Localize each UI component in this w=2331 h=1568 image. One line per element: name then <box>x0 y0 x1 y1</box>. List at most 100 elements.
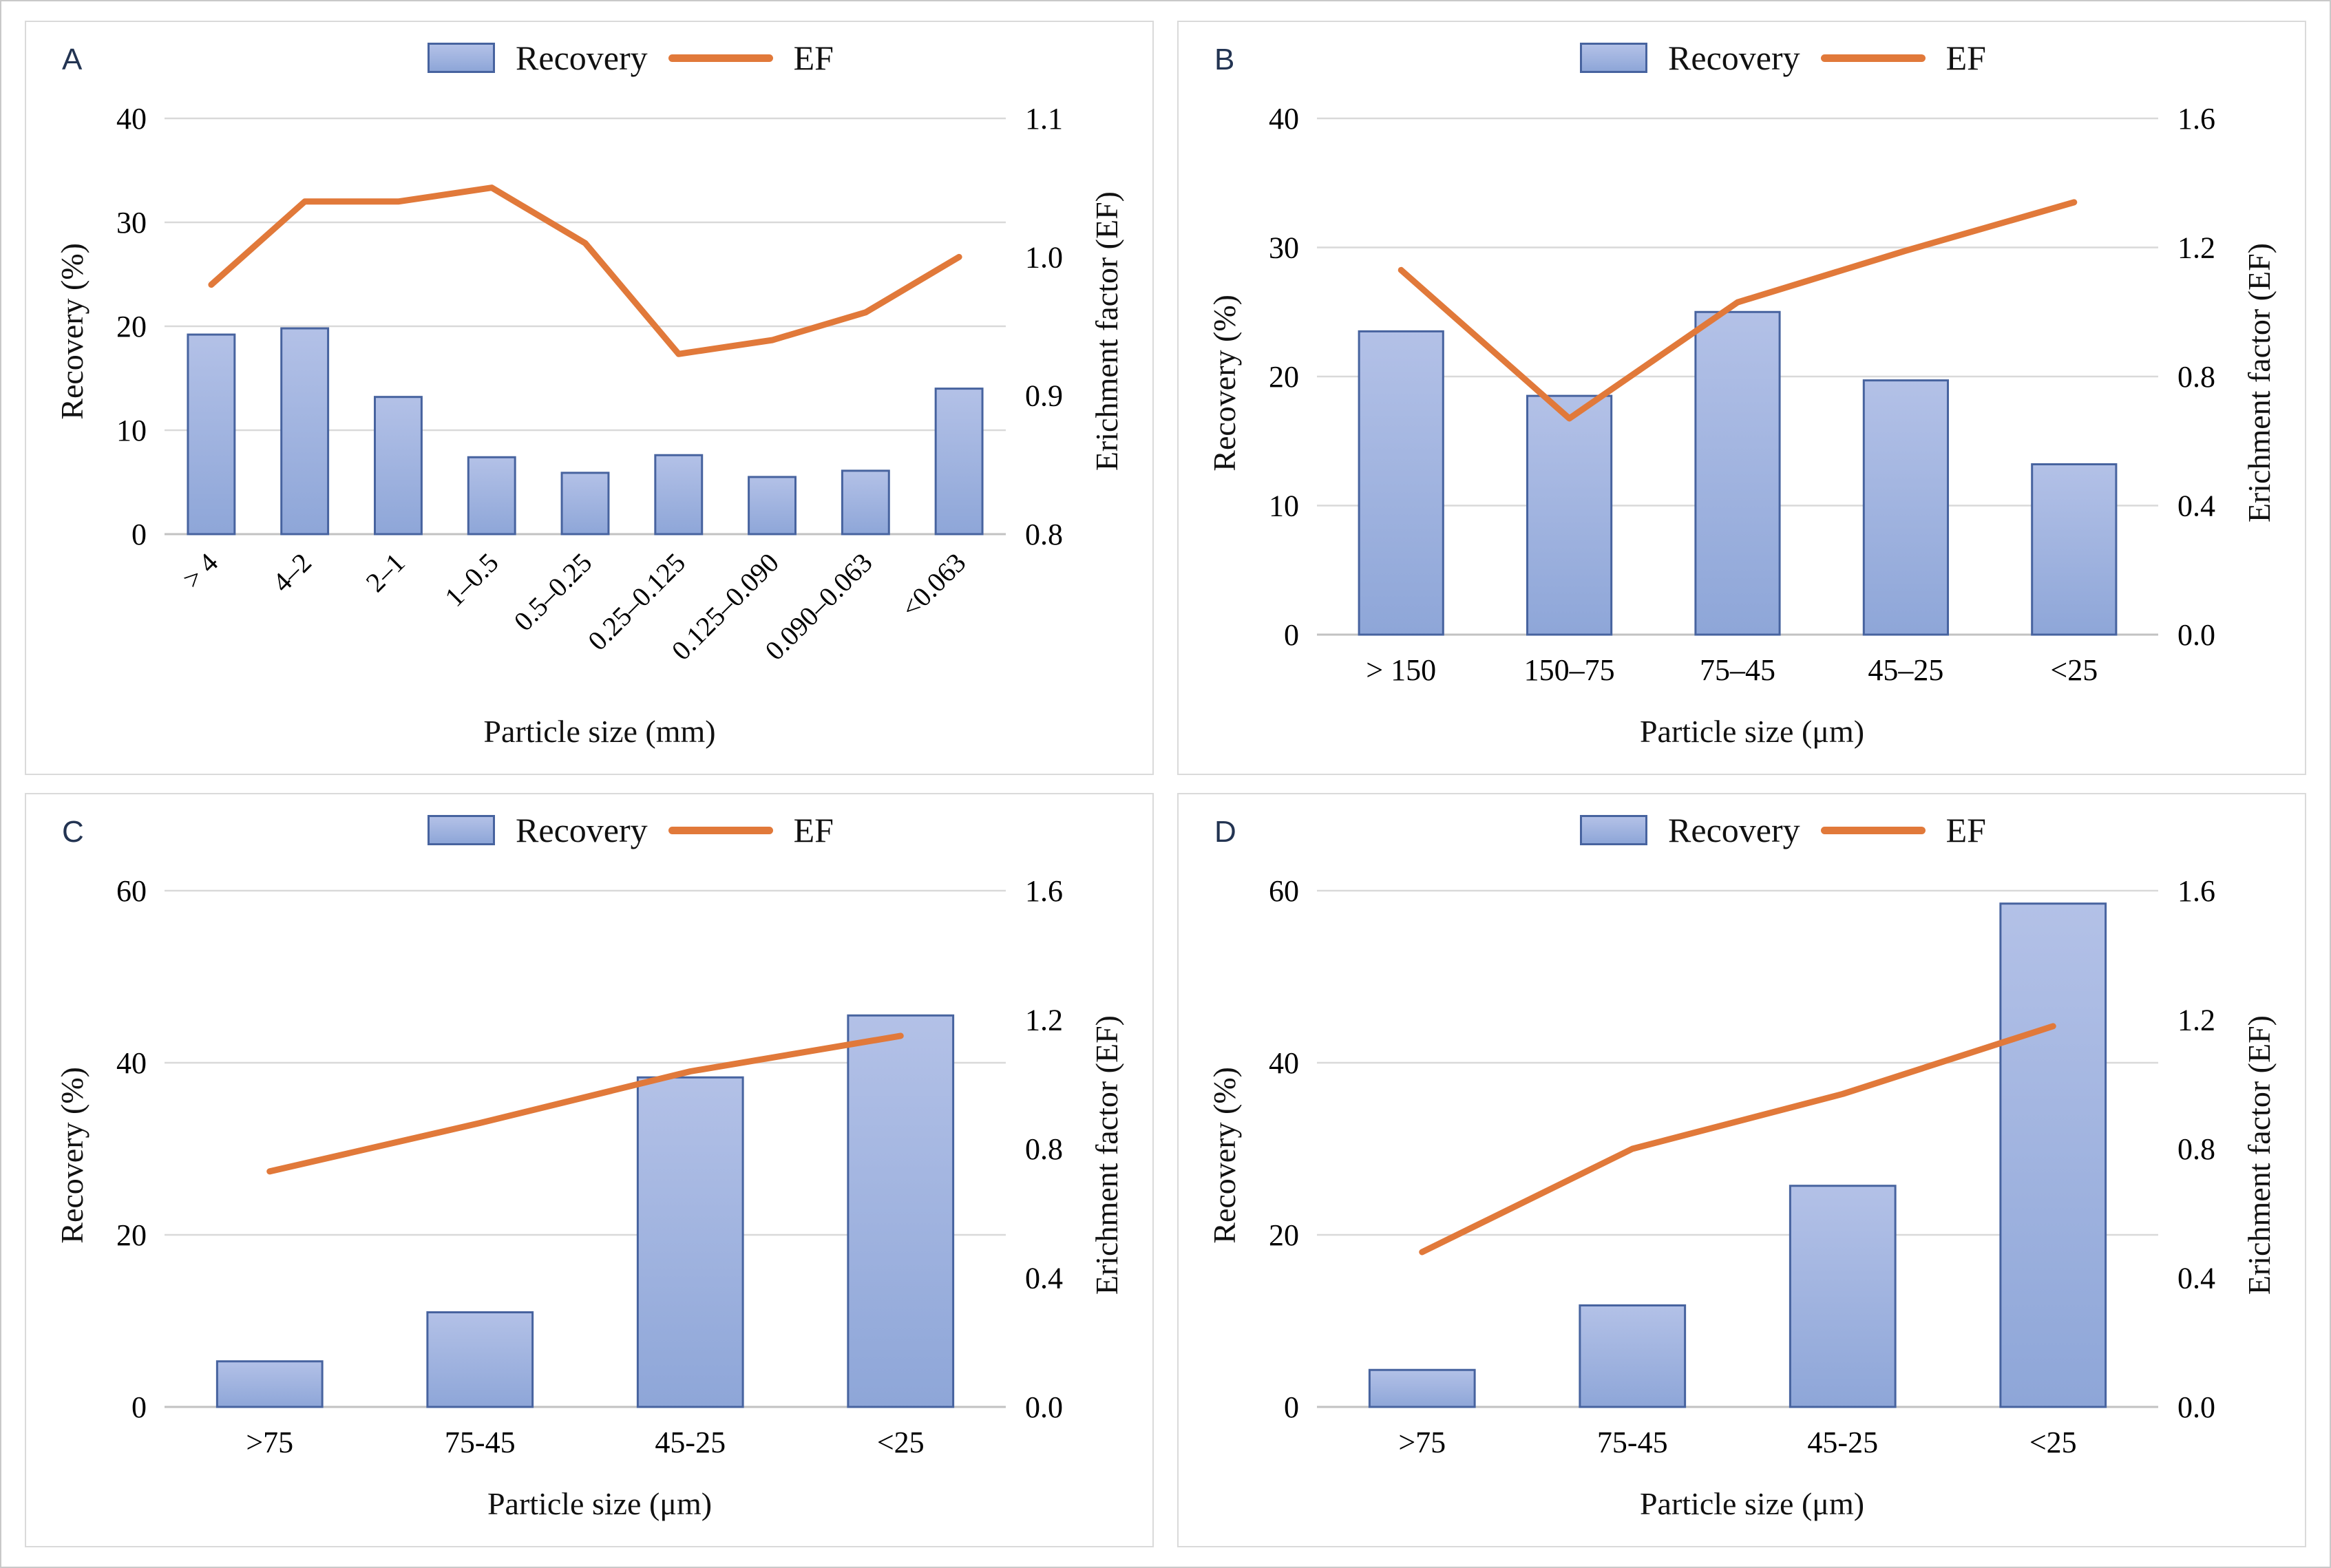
panel-a: A Recovery EF Recovery (%) 0 10 20 30 40 0.8 0… <box>25 21 1154 775</box>
panel-c-right-axis-title: Erichment factor (EF) <box>1089 1015 1124 1295</box>
panel-d-chart-row: Recovery (%) 0 20 40 60 0.0 0.4 0.8 1.2 1.6 >75 75… <box>1179 866 2305 1485</box>
svg-text:20: 20 <box>116 310 147 343</box>
svg-text:1.2: 1.2 <box>2177 231 2215 265</box>
recovery-bar-swatch <box>1580 815 1648 845</box>
panel-d-letter: D <box>1214 815 1236 849</box>
panel-a-plot: 0 10 20 30 40 0.8 0.9 1.0 1.1 > 4 4–2 2–1 1–0.5 0.5–0… <box>116 102 1063 666</box>
svg-text:45–25: 45–25 <box>1868 653 1943 687</box>
panel-c-left-axis-title: Recovery (%) <box>54 1066 89 1244</box>
svg-text:4–2: 4–2 <box>266 547 317 598</box>
legend-recovery-label: Recovery <box>1668 39 1800 77</box>
panel-a-chart-row: Recovery (%) 0 10 20 30 40 0.8 0.9 1.0 1.1 > 4 4–2… <box>26 94 1152 713</box>
recovery-bar-swatch <box>428 815 496 845</box>
panel-d-right-axis-title: Erichment factor (EF) <box>2242 1015 2277 1295</box>
svg-text:1.2: 1.2 <box>1025 1004 1063 1037</box>
svg-text:40: 40 <box>1269 102 1299 136</box>
svg-text:1.6: 1.6 <box>2177 102 2215 136</box>
svg-text:0.8: 0.8 <box>2177 360 2215 394</box>
svg-text:1.6: 1.6 <box>2177 874 2215 908</box>
svg-text:0: 0 <box>131 518 147 551</box>
svg-text:>75: >75 <box>1398 1426 1446 1459</box>
ef-line-swatch <box>668 54 773 62</box>
svg-text:60: 60 <box>116 874 147 908</box>
svg-text:0.8: 0.8 <box>1025 518 1063 551</box>
legend-ef-label: EF <box>1945 39 1986 77</box>
svg-text:20: 20 <box>1269 360 1299 394</box>
panel-a-letter: A <box>62 43 83 76</box>
svg-text:0.4: 0.4 <box>2177 489 2215 523</box>
panel-b-plot: 0 10 20 30 40 0.0 0.4 0.8 1.2 1.6 > 150 150–75 75–45… <box>1269 102 2215 687</box>
panel-d-x-axis-title: Particle size (μm) <box>1639 1486 1865 1521</box>
legend-recovery-label: Recovery <box>1668 811 1800 849</box>
svg-text:10: 10 <box>1269 489 1299 523</box>
svg-text:0.8: 0.8 <box>2177 1132 2215 1166</box>
svg-text:0: 0 <box>1284 618 1299 652</box>
panel-b-left-axis-title: Recovery (%) <box>1207 294 1242 472</box>
recovery-bar-swatch <box>1580 43 1648 73</box>
svg-text:0.0: 0.0 <box>1025 1390 1063 1424</box>
panel-b-chart-row: Recovery (%) 0 10 20 30 40 0.0 0.4 0.8 1.2 1.6 > 1… <box>1179 94 2305 713</box>
svg-text:20: 20 <box>1269 1218 1299 1252</box>
svg-text:> 4: > 4 <box>176 547 224 595</box>
svg-text:75-45: 75-45 <box>445 1426 516 1459</box>
svg-text:10: 10 <box>116 414 147 447</box>
panel-c-chart-row: Recovery (%) 0 20 40 60 0.0 0.4 0.8 1.2 1.6 >75 75… <box>26 866 1152 1485</box>
panel-a-x-axis-title: Particle size (mm) <box>483 714 716 749</box>
legend-recovery-label: Recovery <box>516 811 648 849</box>
svg-text:0.4: 0.4 <box>1025 1262 1063 1295</box>
svg-text:0.0: 0.0 <box>2177 1390 2215 1424</box>
panel-a-right-axis-title: Erichment factor (EF) <box>1089 191 1124 472</box>
legend-ef-label: EF <box>1945 811 1986 849</box>
svg-text:45-25: 45-25 <box>1807 1426 1878 1459</box>
svg-text:<0.063: <0.063 <box>895 547 971 624</box>
svg-text:1.0: 1.0 <box>1025 240 1063 274</box>
ef-line-swatch <box>668 826 773 834</box>
panel-d-legend: Recovery EF <box>1179 794 2305 866</box>
svg-text:> 150: > 150 <box>1366 653 1436 687</box>
svg-text:75-45: 75-45 <box>1597 1426 1668 1459</box>
svg-text:0.5–0.25: 0.5–0.25 <box>508 547 598 637</box>
svg-text:40: 40 <box>116 1046 147 1080</box>
ef-line-swatch <box>1820 54 1926 62</box>
svg-text:150–75: 150–75 <box>1524 653 1615 687</box>
svg-text:60: 60 <box>1269 874 1299 908</box>
panel-d: D Recovery EF Recovery (%) 0 20 40 60 0.0 0.4… <box>1177 793 2306 1547</box>
legend-ef-label: EF <box>793 39 834 77</box>
panel-b-right-axis-title: Erichment factor (EF) <box>2242 242 2277 523</box>
svg-text:0.9: 0.9 <box>1025 379 1063 413</box>
panel-c-legend: Recovery EF <box>26 794 1152 866</box>
svg-text:<25: <25 <box>877 1426 925 1459</box>
svg-text:0.4: 0.4 <box>2177 1262 2215 1295</box>
panel-b-letter: B <box>1214 43 1235 76</box>
svg-text:30: 30 <box>1269 231 1299 265</box>
svg-text:40: 40 <box>116 102 147 136</box>
panel-c-letter: C <box>62 815 84 849</box>
ef-line-swatch <box>1820 826 1926 834</box>
svg-text:30: 30 <box>116 206 147 240</box>
svg-text:40: 40 <box>1269 1046 1299 1080</box>
svg-text:75–45: 75–45 <box>1700 653 1775 687</box>
svg-text:1.6: 1.6 <box>1025 874 1063 908</box>
svg-text:1.2: 1.2 <box>2177 1004 2215 1037</box>
svg-text:>75: >75 <box>246 1426 293 1459</box>
panel-b-legend: Recovery EF <box>1179 22 2305 94</box>
svg-text:2–1: 2–1 <box>360 547 411 598</box>
panel-c: C Recovery EF Recovery (%) 0 20 40 60 0.0 0.4… <box>25 793 1154 1547</box>
svg-text:1.1: 1.1 <box>1025 102 1063 136</box>
legend-recovery-label: Recovery <box>516 39 648 77</box>
panel-c-plot: 0 20 40 60 0.0 0.4 0.8 1.2 1.6 >75 75-45 45-25 <25 <box>116 874 1063 1459</box>
panel-d-plot: 0 20 40 60 0.0 0.4 0.8 1.2 1.6 >75 75-45 45-25 <25 <box>1269 874 2215 1459</box>
svg-text:1–0.5: 1–0.5 <box>439 547 504 613</box>
svg-text:<25: <25 <box>2050 653 2098 687</box>
panel-b-x-axis-title: Particle size (μm) <box>1639 714 1865 749</box>
panel-b: B Recovery EF Recovery (%) 0 10 20 30 40 0.0 0… <box>1177 21 2306 775</box>
svg-text:45-25: 45-25 <box>655 1426 726 1459</box>
panel-d-left-axis-title: Recovery (%) <box>1207 1066 1242 1244</box>
svg-text:0.8: 0.8 <box>1025 1132 1063 1166</box>
svg-text:20: 20 <box>116 1218 147 1252</box>
panel-a-legend: Recovery EF <box>26 22 1152 94</box>
legend-ef-label: EF <box>793 811 834 849</box>
panel-c-x-axis-title: Particle size (μm) <box>487 1486 713 1521</box>
svg-text:0: 0 <box>1284 1390 1299 1424</box>
